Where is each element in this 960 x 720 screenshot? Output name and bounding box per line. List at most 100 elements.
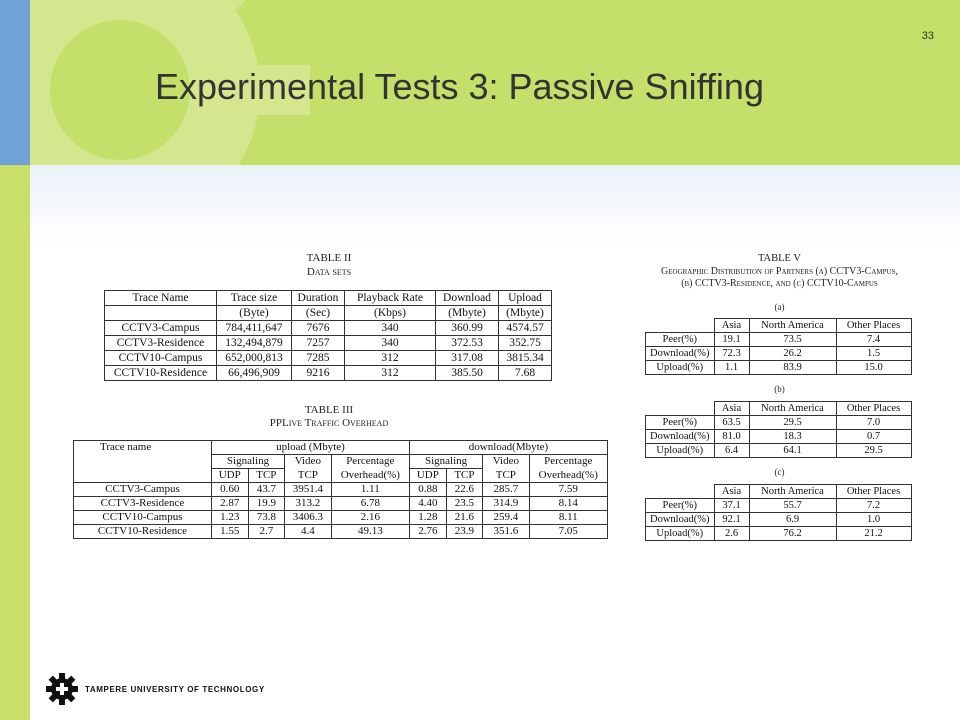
- table2-cell: 132,494,879: [216, 335, 292, 351]
- table2-cell: 7.68: [498, 365, 552, 381]
- table3-cell: 8.14: [528, 496, 609, 511]
- table-row: Peer(%) 19.1 73.5 7.4: [645, 332, 912, 347]
- table3-subheader: Signaling: [409, 454, 484, 469]
- table5-cell: Upload(%): [645, 443, 715, 458]
- table5-header-cell: [645, 318, 715, 333]
- table3-subheader: Video: [284, 454, 332, 469]
- table5-cell: 29.5: [748, 415, 837, 430]
- table-row: Trace name upload (Mbyte) download(Mbyte…: [73, 440, 608, 483]
- table2-cell: CCTV3-Campus: [104, 320, 217, 336]
- table3-cell: 351.6: [482, 524, 530, 539]
- table5-cell: 92.1: [713, 512, 750, 527]
- table3-cell: 7.05: [528, 524, 609, 539]
- table3-label: TABLE III: [304, 404, 354, 416]
- table2-cell: 340: [344, 320, 436, 336]
- table2-header-cell: [104, 305, 217, 321]
- tut-gear-logo-icon: [46, 673, 78, 705]
- table3-cell: CCTV10-Residence: [73, 524, 212, 539]
- table2-header-cell: Download: [435, 290, 499, 306]
- table5-cell: 6.9: [748, 512, 837, 527]
- table5b-label: (b): [774, 384, 785, 394]
- table3-cell: 3951.4: [284, 482, 332, 497]
- table3-cell: 23.5: [445, 496, 484, 511]
- table-row: Peer(%) 63.5 29.5 7.0: [645, 415, 912, 430]
- page-number: 33: [921, 30, 934, 42]
- table3-subheader2: TCP: [284, 468, 332, 483]
- table3-subheader: Signaling: [210, 454, 286, 469]
- table2-header-cell: (Sec): [291, 305, 345, 321]
- table3-cell: 1.55: [210, 524, 249, 539]
- table-row: CCTV10-Residence 1.55 2.7 4.4 49.13 2.76…: [73, 524, 609, 539]
- table-row: Signaling Video Percentage Signaling Vid…: [74, 454, 609, 469]
- table2-header-cell: (Byte): [216, 305, 292, 321]
- table3-cell: 2.76: [409, 524, 447, 539]
- table3-group-header-upload: upload (Mbyte): [210, 440, 411, 455]
- table5-header-cell: North America: [748, 401, 837, 416]
- slide-header: [30, 0, 960, 165]
- table3-cell: 285.7: [482, 482, 530, 497]
- table3-cell: 2.16: [330, 510, 411, 525]
- table5-cell: 26.2: [748, 346, 837, 361]
- footer: TAMPERE UNIVERSITY OF TECHNOLOGY: [45, 672, 265, 706]
- table-row: Asia North America Other Places: [645, 401, 912, 416]
- table2-cell: CCTV3-Residence: [104, 335, 217, 351]
- table5-cell: Upload(%): [645, 526, 715, 541]
- table5-cell: Peer(%): [645, 332, 715, 347]
- table-row: Trace Name Trace size Duration Playback …: [104, 290, 552, 306]
- table2-cell: 9216: [291, 365, 345, 381]
- table3-cell: 1.23: [210, 510, 249, 525]
- table5-cell: 81.0: [713, 429, 750, 444]
- table3-subheader2: TCP: [247, 468, 286, 483]
- table-row: CCTV3-Campus 0.60 43.7 3951.4 1.11 0.88 …: [73, 482, 609, 497]
- table5-cell: Peer(%): [645, 415, 715, 430]
- table-row: Upload(%) 6.4 64.1 29.5: [645, 443, 912, 458]
- table5-header-cell: [645, 401, 715, 416]
- table-row: CCTV3-Campus 784,411,647 7676 340 360.99…: [104, 320, 552, 336]
- table2-cell: 372.53: [435, 335, 499, 351]
- table5-header-cell: [645, 484, 715, 499]
- table5-cell: 64.1: [748, 443, 837, 458]
- slide-title: Experimental Tests 3: Passive Sniffing: [155, 66, 764, 107]
- table2-cell: 352.75: [498, 335, 552, 351]
- table3-cell: 19.9: [247, 496, 286, 511]
- table3-cell: 0.88: [409, 482, 447, 497]
- table-row: Download(%) 81.0 18.3 0.7: [645, 429, 912, 444]
- table3-cell: 6.78: [330, 496, 411, 511]
- table3-subheader2: TCP: [445, 468, 484, 483]
- table2-header-cell: (Mbyte): [435, 305, 499, 321]
- table5-cell: Download(%): [645, 346, 715, 361]
- table3-cell: CCTV10-Campus: [73, 510, 212, 525]
- table2-cell: 360.99: [435, 320, 499, 336]
- table3-cell: 7.59: [528, 482, 609, 497]
- table5-cell: 55.7: [748, 498, 837, 513]
- table3-subheader: Percentage: [528, 454, 609, 469]
- table-row: Upload(%) 2.6 76.2 21.2: [645, 526, 912, 541]
- table2-cell: CCTV10-Campus: [104, 350, 217, 366]
- table-row: CCTV3-Residence 132,494,879 7257 340 372…: [104, 335, 552, 351]
- footer-university-name: TAMPERE UNIVERSITY OF TECHNOLOGY: [85, 684, 265, 694]
- table5-cell: 19.1: [713, 332, 750, 347]
- table5-header-cell: North America: [748, 484, 837, 499]
- table-row: UDP TCP TCP Overhead(%) UDP TCP TCP Over…: [74, 468, 609, 483]
- table5-cell: 1.5: [835, 346, 912, 361]
- table3-cell: 23.9: [445, 524, 484, 539]
- table3-cell: 43.7: [247, 482, 286, 497]
- table-row: Download(%) 72.3 26.2 1.5: [645, 346, 912, 361]
- table5-cell: 2.6: [713, 526, 750, 541]
- gear-icon: [30, 0, 310, 165]
- table5c-label: (c): [774, 467, 785, 477]
- table3-cell: 4.4: [284, 524, 332, 539]
- table5-cell: 6.4: [713, 443, 750, 458]
- table2-cell: 784,411,647: [216, 320, 292, 336]
- table5-caption-line2: (b) CCTV3-Residence, and (c) CCTV10-Camp…: [681, 278, 878, 289]
- table3-cell: 259.4: [482, 510, 530, 525]
- table2-cell: 312: [344, 350, 436, 366]
- table2-cell: 7676: [291, 320, 345, 336]
- table2-cell: CCTV10-Residence: [104, 365, 217, 381]
- table2-cell: 340: [344, 335, 436, 351]
- table5a-label: (a): [774, 302, 785, 312]
- table3-subheader: Percentage: [330, 454, 411, 469]
- table2-header-cell: (Mbyte): [498, 305, 552, 321]
- table3-subheader2: UDP: [210, 468, 249, 483]
- table3-cell: 3406.3: [284, 510, 332, 525]
